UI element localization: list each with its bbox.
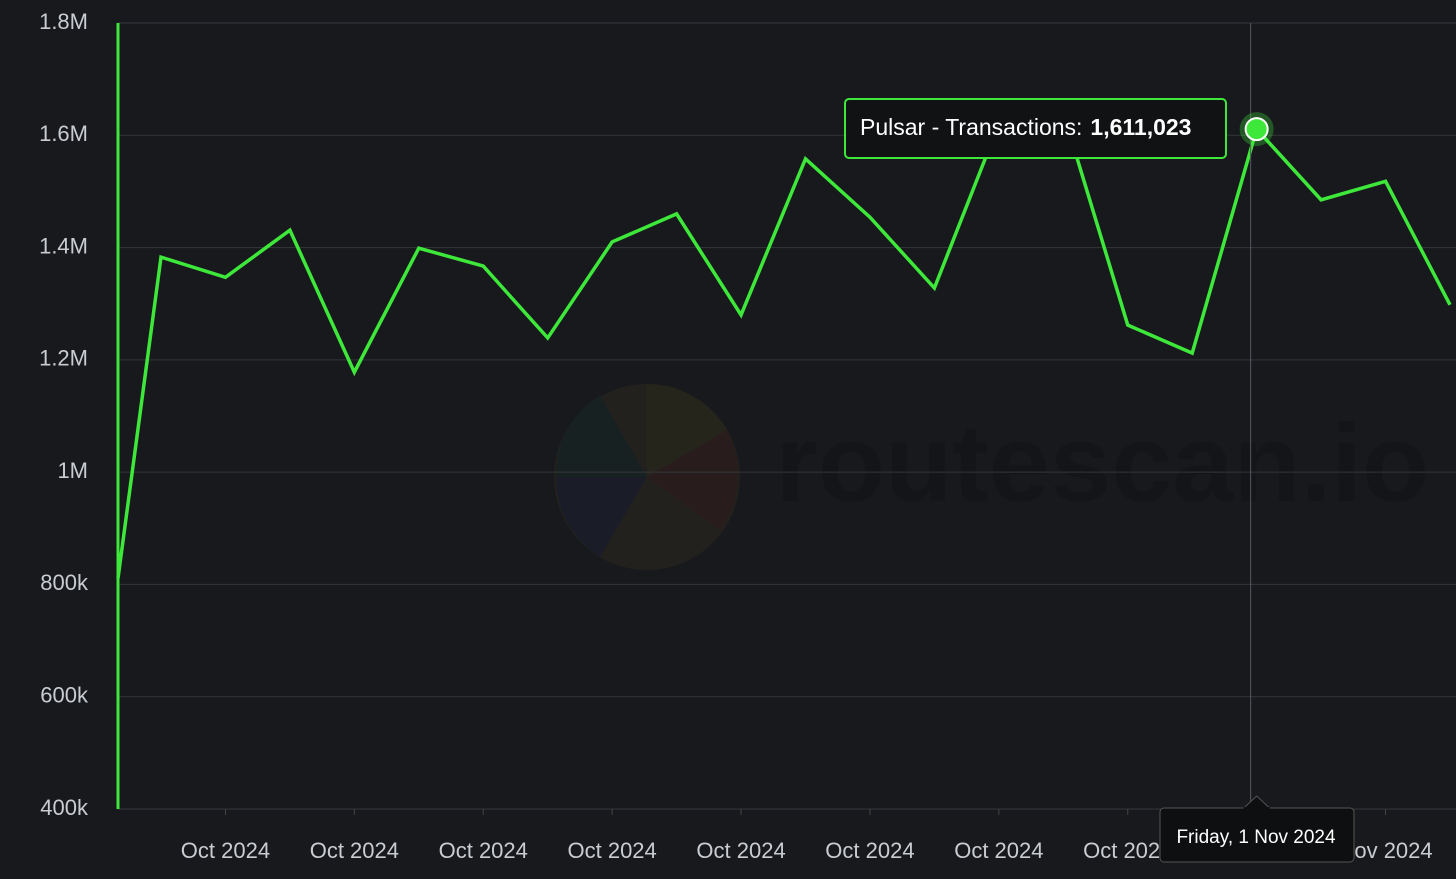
hover-point: [1244, 117, 1269, 142]
plot: [116, 110, 1452, 579]
y-tick-label: 1.8M: [39, 9, 88, 34]
overlay: Pulsar - Transactions: 1,611,023 Friday, 1…: [844, 23, 1355, 863]
tooltip-text: Pulsar - Transactions: 1,611,023: [860, 114, 1191, 140]
watermark-text: routescan.io: [775, 402, 1429, 525]
watermark-logo-slice: [555, 477, 647, 557]
watermark-logo-slice: [647, 430, 739, 530]
x-tick-label: Oct 2024: [439, 838, 528, 863]
y-tick-label: 1.6M: [39, 121, 88, 146]
x-tick-label: Oct 2024: [825, 838, 914, 863]
x-tick-label: Oct 2024: [1083, 838, 1172, 863]
x-tick-label: Oct 2024: [696, 838, 785, 863]
watermark-logo-slice: [555, 395, 647, 477]
y-tick-label: 800k: [40, 570, 89, 595]
tooltip-label: Pulsar - Transactions:: [860, 114, 1082, 140]
x-tick-label: Oct 2024: [310, 838, 399, 863]
date-tooltip-cover: [1243, 807, 1270, 810]
y-tick-label: 1.2M: [39, 346, 88, 371]
date-tooltip-text: Friday, 1 Nov 2024: [1176, 827, 1336, 848]
watermark-logo-slice: [647, 384, 727, 477]
y-tick-label: 1M: [57, 458, 88, 483]
watermark-logo: [554, 384, 740, 570]
tooltip-value: 1,611,023: [1090, 114, 1191, 140]
y-tick-label: 600k: [40, 683, 89, 708]
y-tick-label: 1.4M: [39, 233, 88, 258]
x-tick-label: Oct 2024: [954, 838, 1043, 863]
x-tick-label: Oct 2024: [568, 838, 657, 863]
series-line: [116, 110, 1452, 579]
y-tick-label: 400k: [40, 795, 89, 820]
x-tick-label: Oct 2024: [181, 838, 270, 863]
tooltip-box: [844, 98, 1227, 159]
watermark: routescan.io: [554, 384, 1429, 570]
